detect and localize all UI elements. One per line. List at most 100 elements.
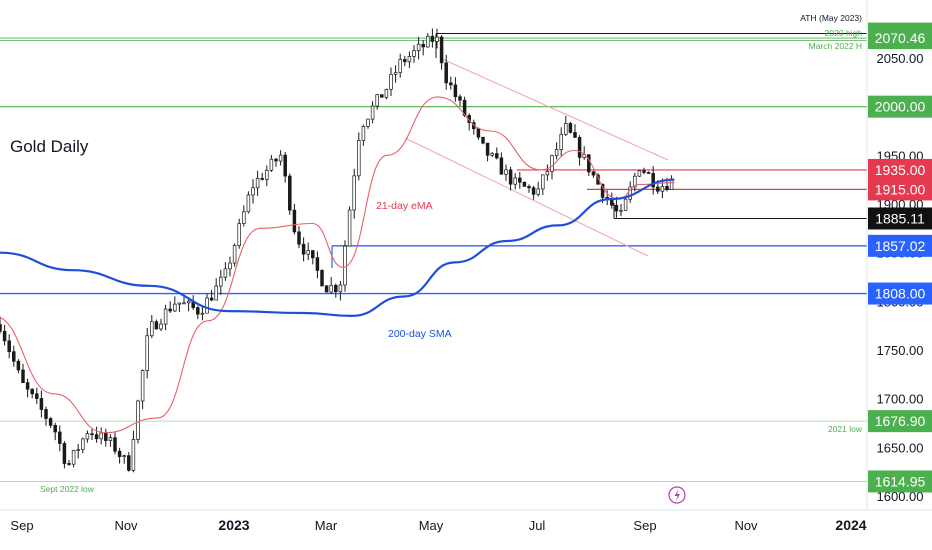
candle-body [228,262,232,270]
candle-body [352,175,356,211]
candle-body [449,82,453,86]
candle-body [568,123,573,133]
candle-body [219,276,223,287]
candle-body [380,94,384,98]
channel-upper-line [439,57,669,161]
candle-body [297,231,301,245]
candle-body [366,118,370,127]
candle-body [35,393,39,399]
candle-body [159,323,163,330]
candle-body [53,425,57,433]
candle-body [94,434,99,440]
lightning-icon[interactable] [668,486,686,504]
candle-body [338,284,343,293]
price-level-labels: 2075.112070.462000.001935.001915.001885.… [868,22,932,493]
candle-body [334,284,338,293]
candle-body [347,209,352,247]
candle-body [435,36,439,42]
candle-body [485,142,490,156]
price-tick-label: 1750.00 [877,343,924,358]
candle-body [145,335,149,371]
candle-body [614,204,619,212]
candle-body [564,123,568,135]
candle-body [518,177,522,183]
candle-body [426,35,430,48]
candle-body [214,285,218,301]
candle-body [421,43,425,48]
candle-body [0,324,2,332]
candle-body [283,154,287,177]
candle-body [646,172,651,174]
annotation-march-2022-high: March 2022 H [809,41,862,51]
candle-body [389,73,393,90]
candle-body [200,312,205,315]
ema-line [0,96,675,434]
price-label-text: 1915.00 [875,181,926,197]
candle-body [81,438,85,451]
candle-body [329,284,333,293]
time-tick-label: Nov [114,518,138,533]
candle-body [541,174,545,190]
candle-body [44,409,48,419]
candle-body [591,171,596,176]
price-label-box [868,27,932,50]
candle-body [278,154,283,162]
candle-body [554,149,559,157]
candle-body [67,463,71,465]
price-label-text: 1857.02 [875,238,926,254]
candle-body [177,302,182,305]
price-label-text: 2000.00 [875,99,926,115]
price-label-box [868,178,932,201]
candle-body [623,198,628,211]
price-label-text: 1676.90 [875,413,926,429]
candle-body [269,158,274,171]
candle-body [113,437,117,452]
price-label-box [868,207,932,230]
candle-body [642,170,646,173]
candle-body [62,443,67,464]
candle-body [209,297,214,301]
candle-body [16,360,21,371]
candle-body [196,307,200,315]
candle-body [633,175,637,188]
candle-body [375,94,379,107]
candle-body [343,245,347,286]
time-tick-label: Sep [633,518,656,533]
candle-body [508,169,513,185]
candle-body [182,302,186,305]
candle-body [117,450,122,457]
candle-body [274,158,278,162]
price-label-text: 1614.95 [875,473,926,489]
price-candles [0,28,674,473]
descending-channel [404,57,669,257]
candle-body [577,137,582,158]
candle-body [495,153,499,159]
candle-body [384,88,389,98]
sma-label: 200-day SMA [388,328,452,340]
candle-body [416,43,421,52]
candle-body [637,170,642,177]
candle-body [403,59,407,63]
price-label-text: 1808.00 [875,286,926,302]
time-axis-ticks[interactable]: Sep Nov 2023 Mar May Jul Sep Nov 2024 [10,517,866,533]
price-label-box [868,282,932,305]
candle-body [205,297,209,314]
price-label-box [868,234,932,257]
candle-body [600,183,605,198]
candle-body [260,178,264,180]
candle-body [246,194,251,213]
candle-body [357,140,361,177]
candle-body [251,187,255,196]
price-label-text: 2070.46 [875,30,926,46]
price-tick-label: 1600.00 [877,489,924,504]
candle-body [398,59,402,74]
candle-body [536,188,540,195]
candle-body [85,433,90,440]
candle-body [550,155,554,172]
candle-body [127,455,131,471]
candle-body [255,178,260,189]
candle-body [140,370,145,402]
time-tick-label: May [419,518,444,533]
candle-body [412,50,416,57]
